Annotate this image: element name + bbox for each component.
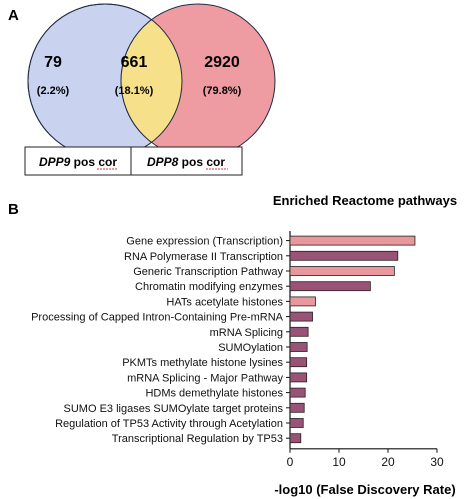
venn-overlap-percent: (18.1%) [115,85,154,97]
y-tick-label: HDMs demethylate histones [145,388,283,400]
panel-a-label: A [8,7,19,24]
y-tick-label: mRNA Splicing - Major Pathway [127,372,283,384]
venn-overlap-count: 661 [121,54,148,71]
y-tick-label: Generic Transcription Pathway [133,266,283,278]
y-tick-label: Transcriptional Regulation by TP53 [112,433,283,445]
venn-left-label-box: DPP9 pos cor [24,146,132,176]
bar [289,342,308,352]
bar [289,311,313,322]
panel-b-label: B [8,201,19,218]
y-tick-label: SUMOylation [218,342,283,354]
venn-right-label-box: DPP8 pos cor [130,146,243,176]
bar [289,402,305,413]
chart-title: Enriched Reactome pathways [273,193,457,208]
venn-left-percent: (2.2%) [37,85,70,97]
venn-right-percent: (79.8%) [203,85,242,97]
x-axis-label: -log10 (False Discovery Rate) [274,482,455,497]
venn-right-gene: DPP8 [147,155,179,169]
bar [289,387,306,398]
y-tick-label: mRNA Splicing [210,327,283,339]
venn-left-gene: DPP9 [39,155,71,169]
y-tick-label: Chromatin modifying enzymes [135,281,283,293]
y-tick-label: PKMTs methylate histone lysines [122,357,283,369]
bar [289,235,416,246]
venn-left-suffix: pos cor [70,155,117,169]
bar [289,296,316,307]
bar [289,433,302,444]
bar [289,418,304,428]
bar [289,372,308,383]
y-tick-label: HATs acetylate histones [166,296,283,308]
svg-text:DPP8 pos cor: DPP8 pos cor [147,155,225,169]
y-tick-label: Regulation of TP53 Activity through Acet… [55,418,283,430]
x-tick-label: 10 [332,455,346,469]
bar-chart: Gene expression (Transcription) RNA Polym… [31,231,444,469]
x-tick-label: 30 [430,455,444,469]
bar [289,281,371,292]
venn-diagram: 79 (2.2%) 661 (18.1%) 2920 (79.8%) [27,3,276,159]
venn-right-count: 2920 [204,54,240,71]
svg-text:DPP9 pos cor: DPP9 pos cor [39,155,117,169]
y-tick-label: RNA Polymerase II Transcription [124,251,283,263]
y-tick-label: Gene expression (Transcription) [126,236,283,248]
y-tick-label: Processing of Capped Intron-Containing P… [31,312,284,324]
y-tick-label: SUMO E3 ligases SUMOylate target protein… [64,403,284,415]
venn-right-suffix: pos cor [178,155,225,169]
venn-left-count: 79 [44,54,62,71]
bar [289,250,399,261]
x-tick-label: 0 [287,455,294,469]
bar [289,266,395,276]
x-tick-label: 20 [381,455,395,469]
venn-overlap [120,4,182,158]
bar [289,357,308,368]
bar [289,326,309,337]
